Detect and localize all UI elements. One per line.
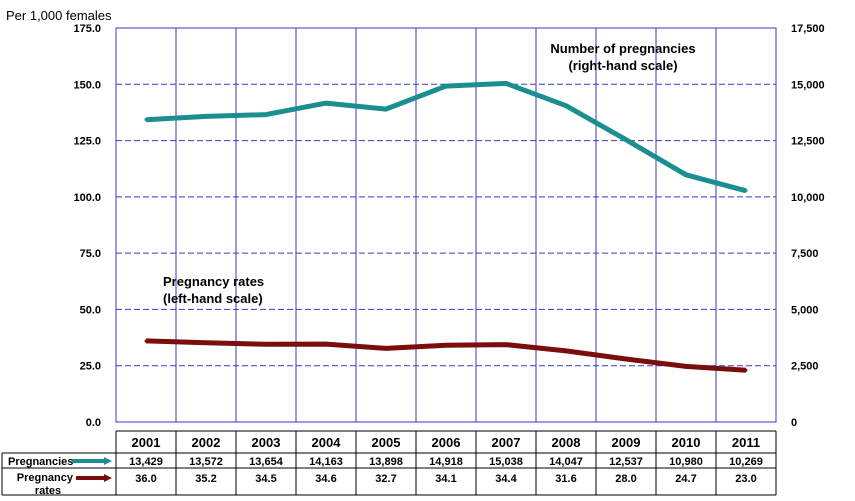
year-label-2003: 2003 — [252, 435, 281, 450]
year-label-2006: 2006 — [432, 435, 461, 450]
point-rates-2008 — [564, 349, 568, 353]
point-rates-2001 — [144, 339, 148, 343]
cell-rates-2002: 35.2 — [195, 473, 216, 485]
cell-rates-2011: 23.0 — [735, 473, 756, 485]
cell-rates-2006: 34.1 — [435, 473, 456, 485]
annotation-rates-title: Pregnancy rates — [163, 274, 264, 289]
year-label-2011: 2011 — [732, 435, 760, 450]
point-rates-2002 — [204, 341, 208, 345]
cell-rates-2010: 24.7 — [675, 473, 696, 485]
cell-pregnancies-2010: 10,980 — [669, 456, 703, 468]
legend-arrow-pregnancies — [104, 457, 112, 465]
cell-pregnancies-2005: 13,898 — [369, 456, 403, 468]
year-label-2004: 2004 — [312, 435, 342, 450]
cell-pregnancies-2009: 12,537 — [609, 456, 643, 468]
left-tick-label: 50.0 — [80, 304, 101, 316]
cell-rates-2009: 28.0 — [615, 473, 636, 485]
left-tick-label: 25.0 — [80, 361, 101, 373]
point-rates-2005 — [384, 346, 388, 350]
cell-pregnancies-2004: 14,163 — [309, 456, 343, 468]
point-rates-2007 — [504, 343, 508, 347]
left-tick-label: 150.0 — [73, 79, 101, 91]
cell-rates-2004: 34.6 — [315, 473, 336, 485]
data-table: 2001 2002 2003 2004 2005 2006 2007 2008 2009 2010… — [1, 430, 777, 497]
right-tick-label: 15,000 — [791, 79, 825, 91]
right-tick-label: 10,000 — [791, 192, 825, 204]
cell-rates-2007: 34.4 — [495, 473, 517, 485]
cell-rates-2008: 31.6 — [555, 473, 576, 485]
right-tick-label: 2,500 — [791, 361, 819, 373]
right-tick-label: 0 — [791, 417, 797, 429]
point-pregnancies-2005 — [384, 107, 388, 111]
annotation-pregnancies-title: Number of pregnancies — [550, 41, 695, 56]
year-label-2002: 2002 — [192, 435, 221, 450]
cell-rates-2005: 32.7 — [375, 473, 396, 485]
annotation-pregnancies-scale: (right-hand scale) — [568, 58, 677, 73]
year-label-2009: 2009 — [612, 435, 641, 450]
point-pregnancies-2007 — [504, 81, 508, 85]
year-label-2001: 2001 — [132, 435, 161, 450]
series-lines — [144, 80, 748, 373]
year-label-2010: 2010 — [672, 435, 701, 450]
right-tick-label: 17,500 — [791, 23, 825, 35]
point-rates-2003 — [264, 342, 268, 346]
point-pregnancies-2010 — [684, 173, 688, 177]
left-tick-label: 125.0 — [73, 136, 101, 148]
left-tick-label: 175.0 — [73, 23, 101, 35]
plot-frame — [115, 27, 777, 423]
left-tick-label: 0.0 — [86, 417, 101, 429]
cell-pregnancies-2008: 14,047 — [549, 456, 583, 468]
year-label-2008: 2008 — [552, 435, 581, 450]
point-pregnancies-2006 — [444, 84, 448, 88]
right-tick-label: 12,500 — [791, 136, 825, 148]
row-label-pregnancies: Pregnancies — [8, 456, 73, 468]
point-pregnancies-2003 — [264, 113, 268, 117]
point-rates-2006 — [444, 343, 448, 347]
point-pregnancies-2002 — [204, 114, 208, 118]
point-pregnancies-2008 — [564, 104, 568, 108]
cell-pregnancies-2001: 13,429 — [129, 456, 163, 468]
legend-arrow-rates — [104, 474, 112, 482]
left-tick-label: 100.0 — [73, 192, 101, 204]
year-label-2007: 2007 — [492, 435, 521, 450]
row-label-rates-line1: Pregnancy — [17, 472, 74, 484]
cell-pregnancies-2002: 13,572 — [189, 456, 223, 468]
right-tick-label: 7,500 — [791, 248, 819, 260]
grid — [115, 27, 777, 423]
cell-pregnancies-2011: 10,269 — [729, 456, 763, 468]
cell-pregnancies-2006: 14,918 — [429, 456, 463, 468]
point-rates-2011 — [744, 368, 748, 372]
cell-rates-2003: 34.5 — [255, 473, 276, 485]
point-rates-2010 — [684, 364, 688, 368]
point-pregnancies-2011 — [744, 189, 748, 193]
left-tick-label: 75.0 — [80, 248, 101, 260]
point-pregnancies-2001 — [144, 118, 148, 122]
annotation-rates-scale: (left-hand scale) — [163, 291, 263, 306]
right-axis-ticks: 0 2,500 5,000 7,500 10,000 12,500 15,000 17,500 — [791, 23, 825, 429]
point-rates-2004 — [324, 342, 328, 346]
cell-rates-2001: 36.0 — [135, 473, 156, 485]
row-label-rates-line2: rates — [35, 485, 61, 497]
right-tick-label: 5,000 — [791, 304, 819, 316]
point-rates-2009 — [624, 357, 628, 361]
point-pregnancies-2004 — [324, 101, 328, 105]
year-label-2005: 2005 — [372, 435, 401, 450]
cell-pregnancies-2003: 13,654 — [249, 456, 284, 468]
cell-pregnancies-2007: 15,038 — [489, 456, 523, 468]
left-axis-ticks: 0.0 25.0 50.0 75.0 100.0 125.0 150.0 175.0 — [73, 23, 101, 429]
point-pregnancies-2009 — [624, 138, 628, 142]
y-axis-label: Per 1,000 females — [6, 8, 112, 23]
